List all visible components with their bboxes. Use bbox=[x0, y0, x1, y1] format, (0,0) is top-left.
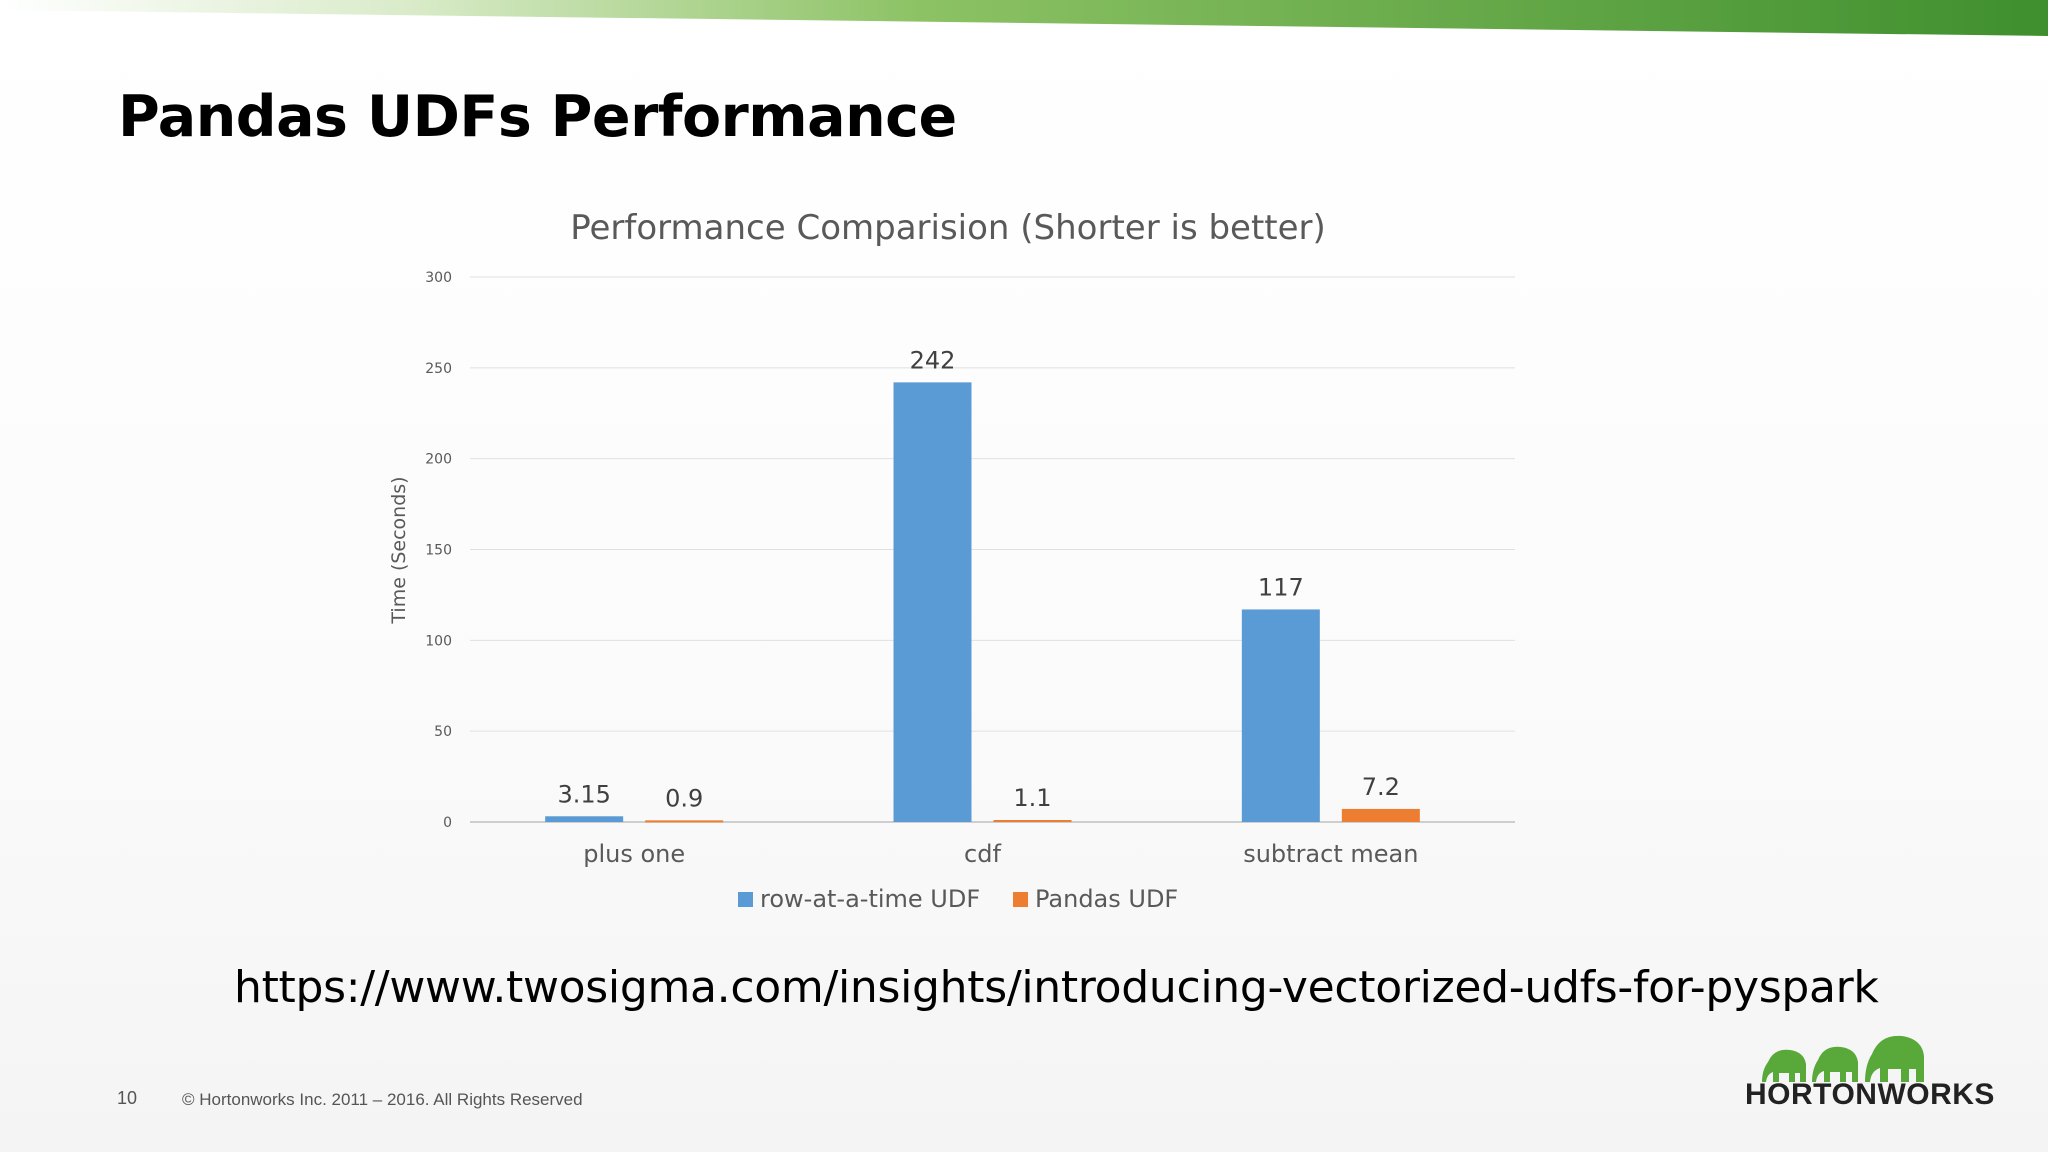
x-axis-categories: plus one cdf subtract mean bbox=[583, 840, 1418, 868]
copyright-text: © Hortonworks Inc. 2011 – 2016. All Righ… bbox=[182, 1090, 583, 1109]
legend-label: Pandas UDF bbox=[1035, 885, 1178, 913]
y-axis-ticks: 0 50 100 150 200 250 300 bbox=[425, 270, 452, 831]
bar bbox=[1341, 808, 1420, 822]
x-category-label: cdf bbox=[964, 840, 1001, 868]
bar-value-label: 3.15 bbox=[557, 780, 610, 808]
x-category-label: subtract mean bbox=[1243, 840, 1418, 868]
y-axis-label: Time (Seconds) bbox=[388, 476, 410, 624]
bar-value-label: 242 bbox=[910, 346, 956, 374]
source-link[interactable]: https://www.twosigma.com/insights/introd… bbox=[234, 962, 1879, 1013]
x-category-label: plus one bbox=[583, 840, 685, 868]
bar-chart: Performance Comparision (Shorter is bett… bbox=[388, 208, 1515, 913]
legend-label: row-at-a-time UDF bbox=[760, 885, 980, 913]
y-tick-label: 50 bbox=[434, 724, 452, 740]
data-labels: 3.15 0.9 242 1.1 117 7.2 bbox=[557, 346, 1399, 812]
bar-value-label: 117 bbox=[1258, 573, 1304, 601]
bar-value-label: 1.1 bbox=[1013, 784, 1051, 812]
chart-title: Performance Comparision (Shorter is bett… bbox=[570, 208, 1326, 248]
y-tick-label: 200 bbox=[425, 452, 452, 468]
top-accent-bar bbox=[0, 0, 2048, 36]
y-tick-label: 300 bbox=[425, 270, 452, 286]
logo-wordmark: HORTONWORKS bbox=[1745, 1078, 1995, 1111]
bar bbox=[893, 382, 972, 822]
y-tick-label: 0 bbox=[443, 815, 452, 831]
bar bbox=[1241, 609, 1320, 822]
y-tick-label: 150 bbox=[425, 543, 452, 559]
legend-swatch bbox=[738, 892, 753, 907]
y-tick-label: 250 bbox=[425, 361, 452, 377]
bar-value-label: 7.2 bbox=[1362, 773, 1400, 801]
bar bbox=[545, 816, 624, 822]
bar-value-label: 0.9 bbox=[665, 784, 703, 812]
gridlines bbox=[470, 276, 1515, 823]
bar bbox=[993, 820, 1072, 823]
legend-swatch bbox=[1013, 892, 1028, 907]
bar bbox=[645, 820, 724, 823]
slide-number: 10 bbox=[117, 1088, 138, 1108]
bars bbox=[545, 382, 1420, 823]
legend: row-at-a-time UDF Pandas UDF bbox=[738, 885, 1178, 913]
y-tick-label: 100 bbox=[425, 633, 452, 649]
hortonworks-elephants-logo bbox=[1762, 1035, 1924, 1082]
slide-title: Pandas UDFs Performance bbox=[118, 84, 957, 150]
